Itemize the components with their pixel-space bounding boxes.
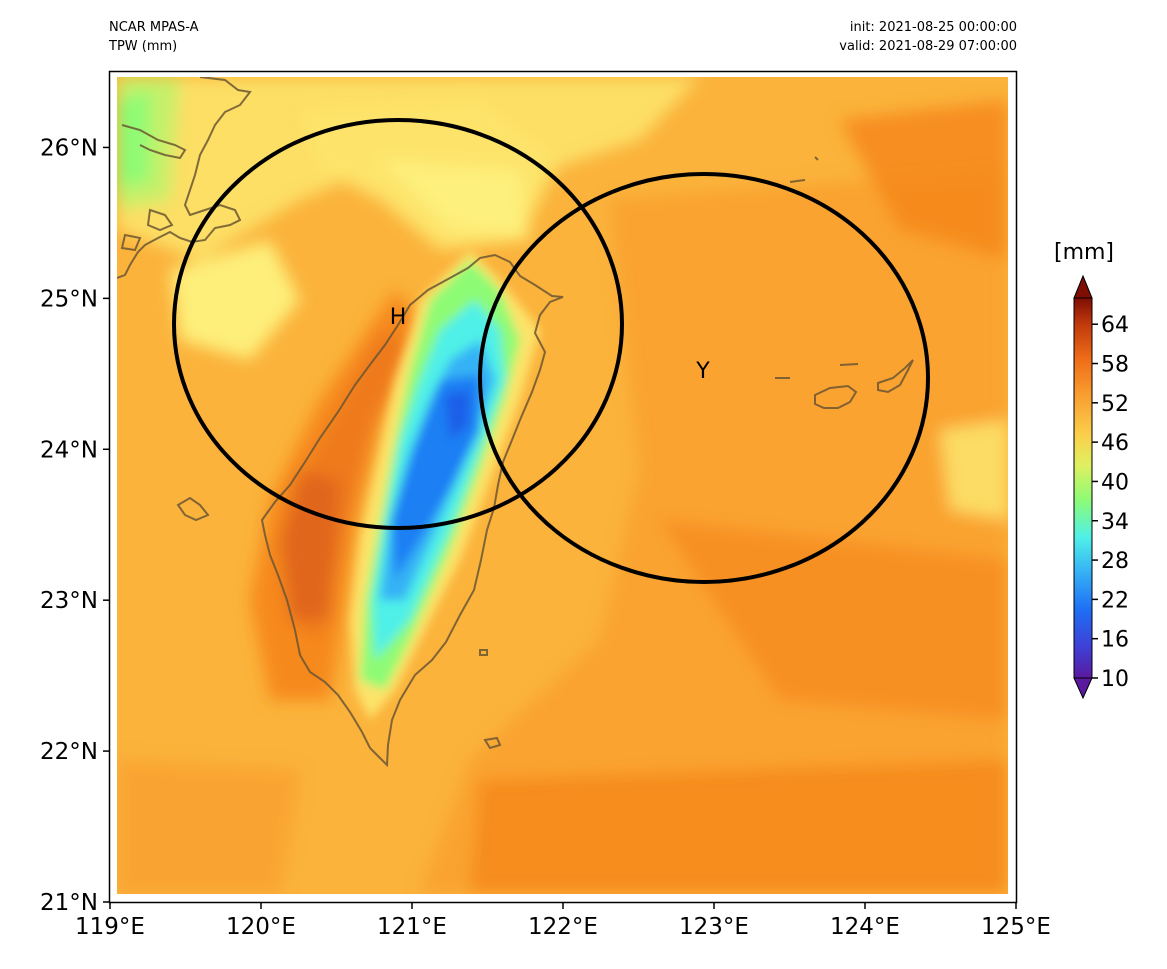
valid-time: valid: 2021-08-29 07:00:00: [839, 39, 1017, 54]
colorbar-ticks: 10 16 22 28 34 40 46 52 58 64: [1092, 313, 1129, 692]
circle-y: [478, 172, 930, 584]
colorbar-tick-label: 46: [1101, 431, 1129, 456]
lon-tick-label: 119°E: [75, 914, 145, 940]
yaeyama-islands: [775, 359, 914, 409]
colorbar-tick-label: 34: [1101, 510, 1129, 535]
colorbar-tick-label: 58: [1101, 353, 1129, 378]
china-coast: [117, 77, 252, 279]
marker-y: Y: [695, 359, 710, 384]
lon-tick-label: 125°E: [981, 914, 1051, 940]
marker-h: H: [390, 305, 407, 330]
lat-tick-label: 24°N: [40, 437, 98, 463]
lon-tick-label: 124°E: [830, 914, 900, 940]
model-name: NCAR MPAS-A: [109, 20, 199, 35]
lat-tick-label: 22°N: [40, 739, 98, 765]
lat-tick-label: 23°N: [40, 588, 98, 614]
lon-tick-label: 123°E: [679, 914, 749, 940]
colorbar-extend-max: [1073, 274, 1093, 299]
lat-tick-label: 21°N: [40, 890, 98, 916]
taiwan-coastline: [260, 253, 564, 768]
tpw-field: [117, 77, 1008, 894]
small-islets: [479, 156, 819, 750]
colorbar-tick-label: 10: [1101, 667, 1129, 692]
lat-tick-label: 25°N: [40, 286, 98, 312]
colorbar-tick-label: 22: [1101, 588, 1129, 613]
figure-header-left: NCAR MPAS-A TPW (mm): [109, 18, 199, 56]
init-time: init: 2021-08-25 00:00:00: [849, 20, 1017, 35]
colorbar-tick-label: 28: [1101, 549, 1129, 574]
circle-h: [172, 118, 624, 530]
longitude-axis: 119°E 120°E 121°E 122°E 123°E 124°E 125°E: [75, 902, 1051, 940]
colorbar-tick-label: 64: [1101, 313, 1129, 338]
colorbar-extend-min: [1073, 677, 1093, 700]
lon-tick-label: 121°E: [377, 914, 447, 940]
coastlines: [117, 77, 914, 768]
radius-circles: [172, 118, 930, 584]
lon-tick-label: 120°E: [226, 914, 296, 940]
colorbar-title: [mm]: [1054, 240, 1114, 265]
latitude-axis: 21°N 22°N 23°N 24°N 25°N 26°N: [40, 135, 110, 916]
colorbar-tick-label: 40: [1101, 470, 1129, 495]
colorbar: [mm] 10 16 22 28 34 40 46 52 58 64: [1054, 240, 1129, 700]
colorbar-bar: [1073, 297, 1093, 679]
colorbar-tick-label: 16: [1101, 628, 1129, 653]
figure-header-right: init: 2021-08-25 00:00:00 valid: 2021-08…: [839, 18, 1017, 56]
lat-tick-label: 26°N: [40, 135, 98, 161]
lon-tick-label: 122°E: [528, 914, 598, 940]
variable-name: TPW (mm): [109, 39, 178, 54]
penghu-islands: [176, 496, 210, 522]
colorbar-tick-label: 52: [1101, 392, 1129, 417]
